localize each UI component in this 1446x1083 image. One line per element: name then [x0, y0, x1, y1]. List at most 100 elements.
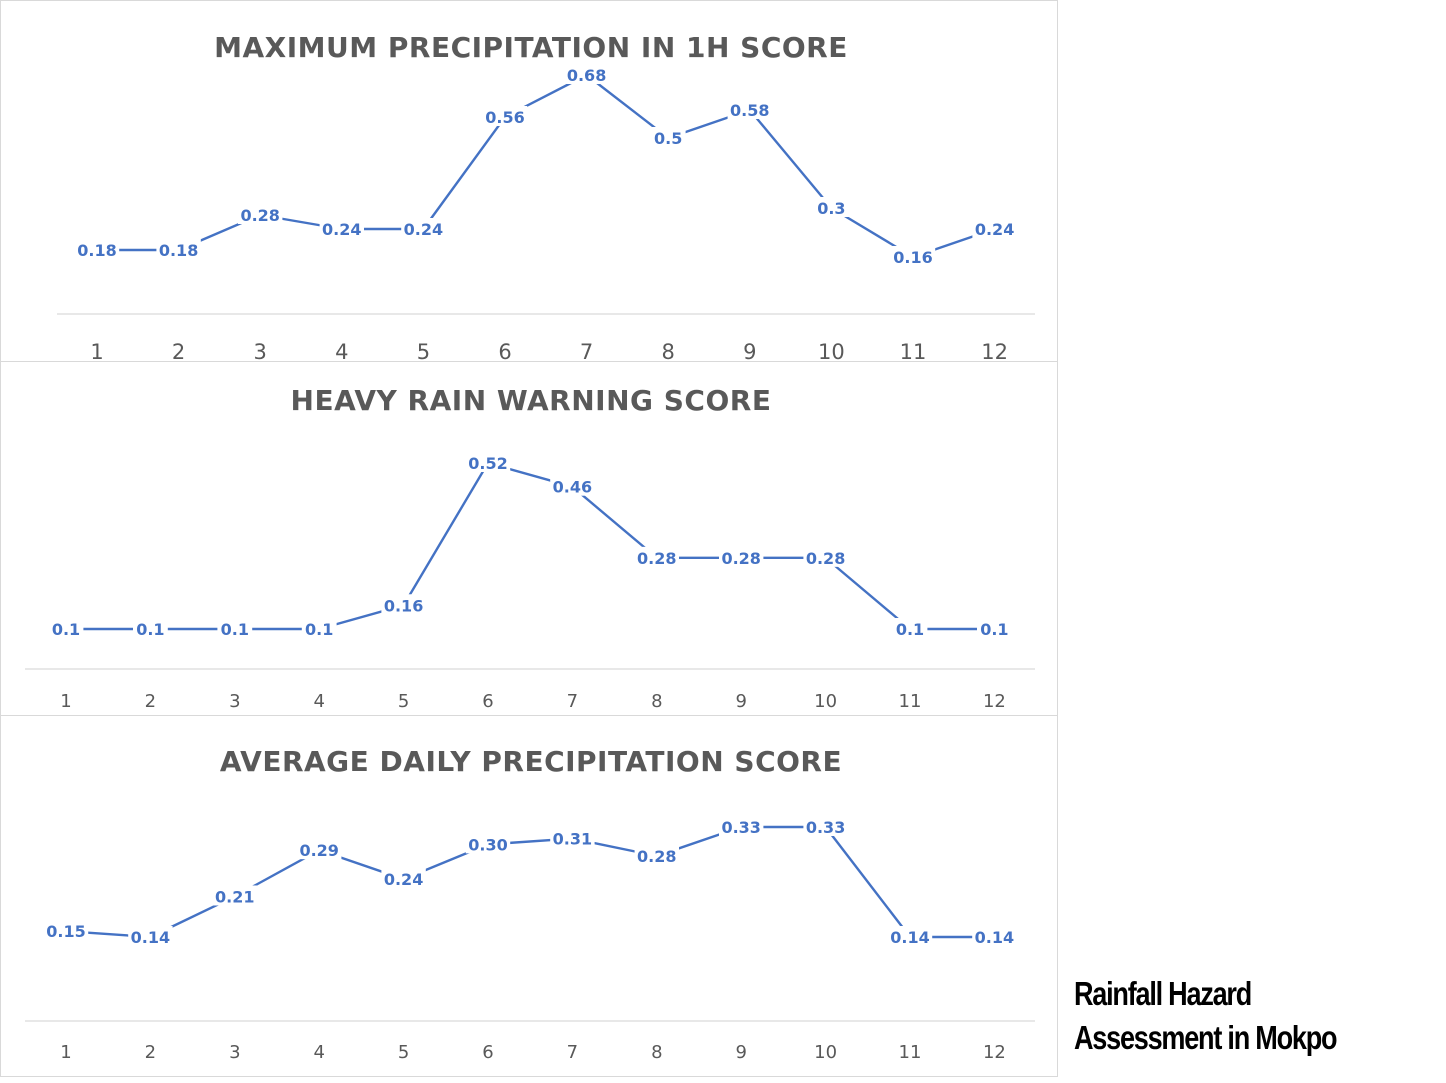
data-label-bg-heavy-rain-warning: [719, 546, 764, 567]
x-tick-label-avg-daily-precip: 5: [398, 1042, 409, 1063]
x-tick-label-max-precip-1h: 5: [417, 340, 430, 363]
data-label-avg-daily-precip: 0.30: [468, 835, 507, 854]
x-tick-label-max-precip-1h: 3: [254, 340, 267, 363]
x-tick-label-avg-daily-precip: 3: [229, 1042, 240, 1063]
data-label-bg-avg-daily-precip: [887, 926, 933, 946]
x-tick-label-heavy-rain-warning: 3: [229, 691, 240, 712]
x-tick-label-heavy-rain-warning: 6: [482, 691, 493, 712]
data-label-bg-avg-daily-precip: [719, 816, 764, 836]
x-tick-label-avg-daily-precip: 12: [983, 1042, 1006, 1063]
data-label-max-precip-1h: 0.16: [893, 248, 932, 267]
caption-line-1: Rainfall Hazard: [1074, 975, 1252, 1012]
data-label-bg-max-precip-1h: [74, 239, 120, 259]
data-label-heavy-rain-warning: 0.1: [136, 620, 164, 639]
chart-panel-avg-daily-precip: AVERAGE DAILY PRECIPITATION SCORE 1 2 3 4 5 6 7…: [0, 715, 1058, 1077]
data-label-heavy-rain-warning: 0.28: [806, 549, 845, 568]
x-tick-label-avg-daily-precip: 8: [651, 1042, 662, 1063]
x-tick-label-heavy-rain-warning: 1: [60, 691, 71, 712]
x-tick-label-max-precip-1h: 7: [580, 340, 593, 363]
x-tick-label-max-precip-1h: 6: [498, 340, 511, 363]
data-label-bg-max-precip-1h: [401, 218, 446, 238]
data-label-avg-daily-precip: 0.33: [721, 818, 760, 837]
data-label-avg-daily-precip: 0.14: [975, 928, 1014, 947]
data-label-bg-heavy-rain-warning: [381, 594, 426, 615]
data-label-max-precip-1h: 0.68: [567, 66, 606, 85]
data-label-max-precip-1h: 0.28: [240, 206, 279, 225]
x-tick-label-max-precip-1h: 9: [743, 340, 756, 363]
x-tick-label-heavy-rain-warning: 7: [567, 691, 578, 712]
x-tick-label-max-precip-1h: 10: [818, 340, 845, 363]
data-label-bg-heavy-rain-warning: [634, 546, 679, 567]
data-label-bg-max-precip-1h: [319, 218, 364, 238]
data-label-bg-max-precip-1h: [890, 246, 936, 266]
chart-title-max-precip-1h: MAXIMUM PRECIPITATION IN 1H SCORE: [214, 31, 848, 64]
data-label-avg-daily-precip: 0.21: [215, 887, 254, 906]
x-tick-label-max-precip-1h: 1: [90, 340, 103, 363]
data-label-bg-heavy-rain-warning: [550, 475, 595, 496]
data-label-bg-avg-daily-precip: [972, 926, 1017, 946]
data-label-avg-daily-precip: 0.31: [553, 830, 592, 849]
x-tick-label-heavy-rain-warning: 9: [735, 691, 746, 712]
x-tick-label-avg-daily-precip: 11: [899, 1042, 922, 1063]
data-label-max-precip-1h: 0.18: [159, 241, 198, 260]
x-tick-label-avg-daily-precip: 6: [482, 1042, 493, 1063]
data-label-avg-daily-precip: 0.33: [806, 818, 845, 837]
data-label-bg-heavy-rain-warning: [133, 618, 168, 638]
chart-title-avg-daily-precip: AVERAGE DAILY PRECIPITATION SCORE: [220, 745, 842, 778]
figure-caption: Rainfall Hazard Assessment in Mokpo: [1074, 972, 1338, 1060]
data-label-max-precip-1h: 0.24: [322, 220, 361, 239]
data-label-heavy-rain-warning: 0.16: [384, 596, 423, 615]
x-tick-label-heavy-rain-warning: 11: [899, 691, 922, 712]
data-label-max-precip-1h: 0.58: [730, 101, 769, 120]
x-tick-label-avg-daily-precip: 9: [735, 1042, 746, 1063]
x-tick-label-max-precip-1h: 4: [335, 340, 348, 363]
x-tick-label-avg-daily-precip: 2: [145, 1042, 156, 1063]
data-label-bg-max-precip-1h: [238, 204, 283, 224]
data-label-bg-max-precip-1h: [482, 106, 528, 126]
data-label-bg-heavy-rain-warning: [977, 618, 1012, 638]
series-line-avg-daily-precip: [65, 825, 995, 939]
data-label-avg-daily-precip: 0.15: [46, 922, 85, 941]
data-label-bg-heavy-rain-warning: [892, 618, 928, 638]
x-tick-label-heavy-rain-warning: 8: [651, 691, 662, 712]
data-label-bg-heavy-rain-warning: [803, 546, 848, 567]
x-tick-label-max-precip-1h: 8: [662, 340, 675, 363]
x-tick-label-avg-daily-precip: 10: [814, 1042, 837, 1063]
data-label-avg-daily-precip: 0.14: [890, 928, 929, 947]
data-label-heavy-rain-warning: 0.46: [553, 478, 592, 497]
data-label-max-precip-1h: 0.3: [817, 199, 845, 218]
data-label-bg-avg-daily-precip: [465, 833, 511, 854]
chart-title-heavy-rain-warning: HEAVY RAIN WARNING SCORE: [291, 384, 772, 417]
data-label-bg-avg-daily-precip: [550, 827, 595, 848]
data-label-bg-avg-daily-precip: [128, 926, 173, 946]
data-label-max-precip-1h: 0.56: [485, 108, 524, 127]
data-label-heavy-rain-warning: 0.1: [305, 620, 333, 639]
data-label-bg-max-precip-1h: [814, 197, 849, 217]
x-tick-label-max-precip-1h: 11: [900, 340, 927, 363]
data-label-max-precip-1h: 0.5: [654, 129, 682, 148]
x-tick-label-heavy-rain-warning: 4: [313, 691, 324, 712]
data-label-bg-heavy-rain-warning: [301, 618, 337, 638]
data-label-max-precip-1h: 0.24: [975, 220, 1014, 239]
data-label-bg-max-precip-1h: [972, 218, 1017, 238]
data-label-heavy-rain-warning: 0.52: [468, 454, 507, 473]
data-label-avg-daily-precip: 0.29: [299, 841, 338, 860]
x-tick-label-avg-daily-precip: 1: [60, 1042, 71, 1063]
data-label-heavy-rain-warning: 0.28: [721, 549, 760, 568]
x-tick-label-heavy-rain-warning: 2: [145, 691, 156, 712]
data-label-heavy-rain-warning: 0.1: [52, 620, 80, 639]
data-label-bg-max-precip-1h: [156, 239, 201, 259]
x-tick-label-heavy-rain-warning: 10: [814, 691, 837, 712]
data-label-bg-avg-daily-precip: [43, 920, 89, 941]
data-label-bg-avg-daily-precip: [297, 839, 342, 860]
x-tick-label-max-precip-1h: 12: [981, 340, 1008, 363]
x-tick-label-avg-daily-precip: 7: [567, 1042, 578, 1063]
data-label-bg-avg-daily-precip: [212, 885, 257, 906]
data-label-heavy-rain-warning: 0.28: [637, 549, 676, 568]
caption-line-2: Assessment in Mokpo: [1074, 1019, 1338, 1056]
data-label-bg-avg-daily-precip: [803, 816, 848, 836]
data-label-bg-heavy-rain-warning: [48, 618, 84, 638]
series-line-heavy-rain-warning: [66, 461, 995, 631]
